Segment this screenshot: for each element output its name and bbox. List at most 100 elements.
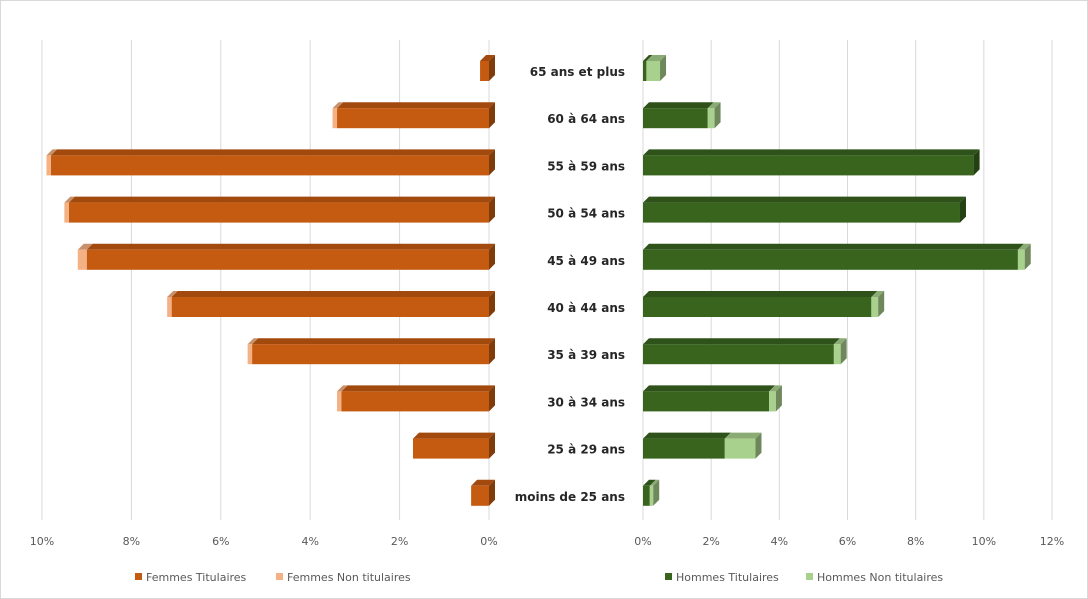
right-bar-non-titulaires-top: [646, 55, 667, 61]
right-bar-titulaires-top: [643, 432, 731, 439]
right-bar-non-titulaires-top: [724, 432, 762, 439]
right-bar-non-titulaires: [649, 479, 660, 506]
left-bar-titulaires: [337, 102, 495, 129]
left-bar-non-titulaires-front: [167, 297, 172, 317]
right-bar-titulaires: [643, 196, 966, 223]
left-bar-titulaires-top: [471, 479, 495, 486]
left-bar-titulaires-top: [68, 196, 495, 203]
right-bar-titulaires-front: [643, 249, 1018, 270]
right-bar-non-titulaires: [833, 338, 847, 365]
left-bar-non-titulaires-top: [337, 385, 348, 392]
legend: Femmes Titulaires Femmes Non titulaires Ho…: [135, 571, 943, 584]
right-bar-titulaires: [643, 243, 1024, 270]
right-bar-non-titulaires-front: [724, 438, 756, 459]
left-bar-titulaires-side: [489, 243, 495, 270]
left-bar-titulaires: [252, 338, 495, 365]
right-bar-non-titulaires-side: [1024, 243, 1031, 270]
left-bar-non-titulaires-front: [337, 391, 342, 412]
category-label: 40 à 44 ans: [547, 301, 625, 315]
left-bar-titulaires-side: [489, 432, 495, 459]
left-bar-titulaires: [50, 149, 495, 176]
legend-item: Hommes Non titulaires: [806, 571, 943, 584]
right-tick-label: 10%: [972, 535, 996, 548]
left-bar-titulaires-top: [480, 55, 495, 61]
category-label: 35 à 39 ans: [547, 348, 625, 362]
right-bar-titulaires-top: [643, 385, 776, 392]
left-bar-titulaires-top: [50, 149, 495, 156]
right-bar-non-titulaires-top: [769, 385, 782, 392]
left-bar-non-titulaires: [77, 243, 93, 270]
right-bar-titulaires-top: [643, 338, 840, 345]
left-bar-titulaires: [68, 196, 495, 223]
left-bar-non-titulaires-front: [64, 202, 69, 223]
right-bar-titulaires: [643, 432, 731, 459]
left-bar-titulaires-top: [252, 338, 495, 345]
left-bar-titulaires-side: [489, 338, 495, 365]
right-bar-titulaires-top: [643, 291, 878, 297]
left-bar-titulaires: [471, 479, 495, 506]
right-bar-titulaires: [643, 479, 656, 506]
right-bar-non-titulaires-front: [769, 391, 776, 412]
right-bar-titulaires-top: [643, 243, 1024, 250]
left-bar-non-titulaires-top: [332, 102, 344, 109]
right-bar-titulaires: [643, 385, 776, 412]
legend-label: Hommes Non titulaires: [817, 571, 943, 584]
right-bar-non-titulaires: [724, 432, 762, 459]
right-bar-titulaires: [643, 55, 653, 81]
right-bar-titulaires-front: [643, 438, 725, 459]
left-tick-label: 2%: [391, 535, 408, 548]
bars: [46, 55, 1031, 506]
category-label: 50 à 54 ans: [547, 207, 625, 221]
right-bar-non-titulaires-front: [707, 108, 715, 129]
legend-item: Femmes Non titulaires: [276, 571, 411, 584]
right-tick-label: 8%: [907, 535, 924, 548]
right-bar-titulaires-top: [643, 149, 980, 156]
right-bar-non-titulaires-top: [707, 102, 721, 109]
category-label: moins de 25 ans: [515, 490, 625, 504]
right-bar-non-titulaires: [769, 385, 782, 412]
right-bar-titulaires: [643, 102, 714, 129]
right-bar-non-titulaires: [646, 55, 667, 81]
right-bar-non-titulaires-front: [649, 485, 654, 506]
right-bar-titulaires-front: [643, 61, 647, 81]
left-bar-titulaires-top: [171, 291, 495, 297]
right-bar-non-titulaires-front: [871, 297, 879, 317]
right-bar-titulaires-front: [643, 391, 770, 412]
left-bar-titulaires: [480, 55, 495, 81]
right-bar-non-titulaires-top: [1017, 243, 1031, 250]
left-bar-titulaires-side: [489, 479, 495, 506]
left-tick-label: 8%: [123, 535, 140, 548]
left-bar-titulaires-front: [337, 108, 489, 129]
legend-label: Hommes Titulaires: [676, 571, 779, 584]
left-tick-label: 0%: [480, 535, 497, 548]
right-bar-non-titulaires-side: [653, 479, 660, 506]
left-bar-non-titulaires-top: [64, 196, 75, 203]
left-bar-titulaires-front: [171, 297, 489, 317]
left-bar-non-titulaires-top: [247, 338, 259, 345]
category-label: 55 à 59 ans: [547, 159, 625, 173]
left-bar-non-titulaires-top: [167, 291, 178, 297]
left-bar-titulaires: [171, 291, 495, 317]
category-label: 65 ans et plus: [530, 65, 625, 79]
right-bar-non-titulaires-front: [646, 61, 661, 81]
right-bar-non-titulaires-side: [660, 55, 667, 81]
right-bar-titulaires-front: [643, 297, 872, 317]
left-bar-non-titulaires: [64, 196, 75, 223]
right-bar-titulaires-top: [643, 196, 966, 203]
right-bar-titulaires-front: [643, 485, 650, 506]
left-bar-titulaires-front: [471, 485, 489, 506]
right-bar-titulaires-top: [643, 479, 656, 486]
left-bar-titulaires-front: [480, 61, 489, 81]
legend-item: Hommes Titulaires: [665, 571, 779, 584]
right-tick-label: 2%: [702, 535, 719, 548]
right-tick-label: 4%: [771, 535, 788, 548]
left-bar-titulaires-side: [489, 55, 495, 81]
left-bar-titulaires: [341, 385, 495, 412]
right-bar-non-titulaires-side: [714, 102, 721, 129]
right-bar-titulaires-side: [973, 149, 980, 176]
right-bar-titulaires-top: [643, 102, 714, 109]
left-bar-titulaires-front: [341, 391, 489, 412]
right-bar-non-titulaires-top: [871, 291, 885, 297]
left-bar-titulaires-front: [50, 155, 489, 176]
right-tick-label: 12%: [1040, 535, 1064, 548]
